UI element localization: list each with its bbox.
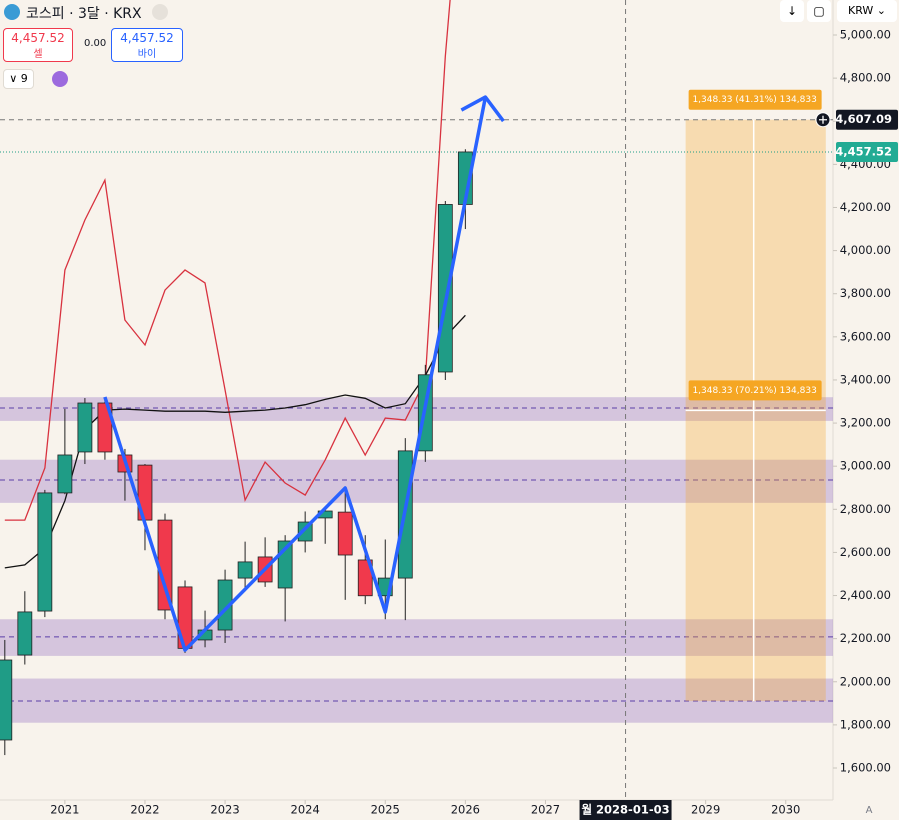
- x-tick-label: 2024: [291, 803, 320, 817]
- y-tick-label: 2,800.00: [840, 502, 891, 516]
- candle-body: [17, 611, 33, 656]
- y-tick-label: 2,400.00: [840, 588, 891, 602]
- indicator-count: 9: [20, 72, 28, 85]
- currency-dropdown[interactable]: KRW ⌄: [837, 0, 897, 22]
- x-tick-label: 2029: [691, 803, 720, 817]
- crosshair-price-label-bg: [836, 109, 898, 130]
- candle-body: [0, 659, 13, 741]
- y-tick-label: 3,400.00: [840, 372, 891, 386]
- y-tick-label: 3,800.00: [840, 286, 891, 300]
- indicators-toggle[interactable]: ∨ 9: [3, 69, 34, 89]
- sell-button[interactable]: 4,457.52 셀: [3, 28, 73, 62]
- buy-price: 4,457.52: [120, 31, 174, 45]
- support-zone: [0, 397, 833, 421]
- y-tick-label: 2,600.00: [840, 545, 891, 559]
- sync-icon[interactable]: [52, 71, 68, 87]
- projection-label-bg: [688, 380, 822, 401]
- download-button[interactable]: ↓: [780, 0, 804, 22]
- projection-label: 1,348.33 (70.21%) 134,833: [692, 386, 816, 396]
- y-tick-label: 1,800.00: [840, 717, 891, 731]
- y-tick-label: 4,200.00: [840, 200, 891, 214]
- y-tick-label: 2,200.00: [840, 631, 891, 645]
- crosshair-date-label: 월 2028-01-03: [581, 803, 669, 817]
- buy-button[interactable]: 4,457.52 바이: [111, 28, 183, 62]
- y-tick-label: 3,000.00: [840, 459, 891, 473]
- candle-body: [37, 492, 53, 612]
- chevron-icon: ∨: [9, 72, 21, 85]
- fullscreen-button[interactable]: ▢: [807, 0, 831, 22]
- candle-body: [237, 561, 253, 579]
- spread: 0.00: [84, 38, 107, 49]
- x-tick-label: 2023: [210, 803, 239, 817]
- sell-price: 4,457.52: [11, 31, 65, 45]
- y-tick-label: 3,200.00: [840, 416, 891, 430]
- candle-body: [97, 402, 113, 453]
- y-tick-label: 4,800.00: [840, 71, 891, 85]
- y-tick-label: 4,000.00: [840, 243, 891, 257]
- crosshair-date-bg: [579, 800, 672, 820]
- indicator-line: [4, 0, 451, 521]
- x-tick-label: 2026: [451, 803, 480, 817]
- y-tick-label: 3,600.00: [840, 329, 891, 343]
- buy-label: 바이: [137, 49, 157, 60]
- x-tick-label: 2021: [50, 803, 79, 817]
- last-price-label: 4,457.52: [835, 144, 892, 158]
- visibility-toggle[interactable]: [152, 4, 168, 20]
- x-tick-label: 2025: [371, 803, 400, 817]
- y-tick-label: 1,600.00: [840, 761, 891, 775]
- y-tick-label: 5,000.00: [840, 28, 891, 42]
- sell-label: 셀: [33, 49, 43, 60]
- projection-label: 1,348.33 (41.31%) 134,833: [692, 95, 816, 105]
- candle-body: [77, 402, 93, 453]
- pattern-arrowhead: [460, 95, 505, 123]
- scale-mode[interactable]: A: [866, 805, 873, 816]
- candle-body: [357, 559, 373, 597]
- candle-body: [337, 511, 353, 556]
- candle-body: [157, 519, 173, 611]
- projection-label-bg: [688, 89, 822, 110]
- support-zone: [0, 619, 833, 656]
- symbol-logo: [4, 4, 20, 20]
- last-price-label-bg: [836, 141, 898, 162]
- x-tick-label: 2022: [130, 803, 159, 817]
- x-tick-label: 2030: [771, 803, 800, 817]
- candle-body: [57, 454, 73, 494]
- candle-body: [437, 204, 453, 373]
- x-tick-label: 2027: [531, 803, 560, 817]
- crosshair-price-label: 4,607.09: [835, 112, 892, 126]
- currency: KRW: [847, 4, 874, 17]
- symbol-title[interactable]: 코스피 · 3달 · KRX: [26, 6, 142, 22]
- y-tick-label: 2,000.00: [840, 674, 891, 688]
- pattern-line: [103, 96, 488, 652]
- candle-body: [217, 579, 233, 631]
- add-level-plus: [819, 115, 827, 124]
